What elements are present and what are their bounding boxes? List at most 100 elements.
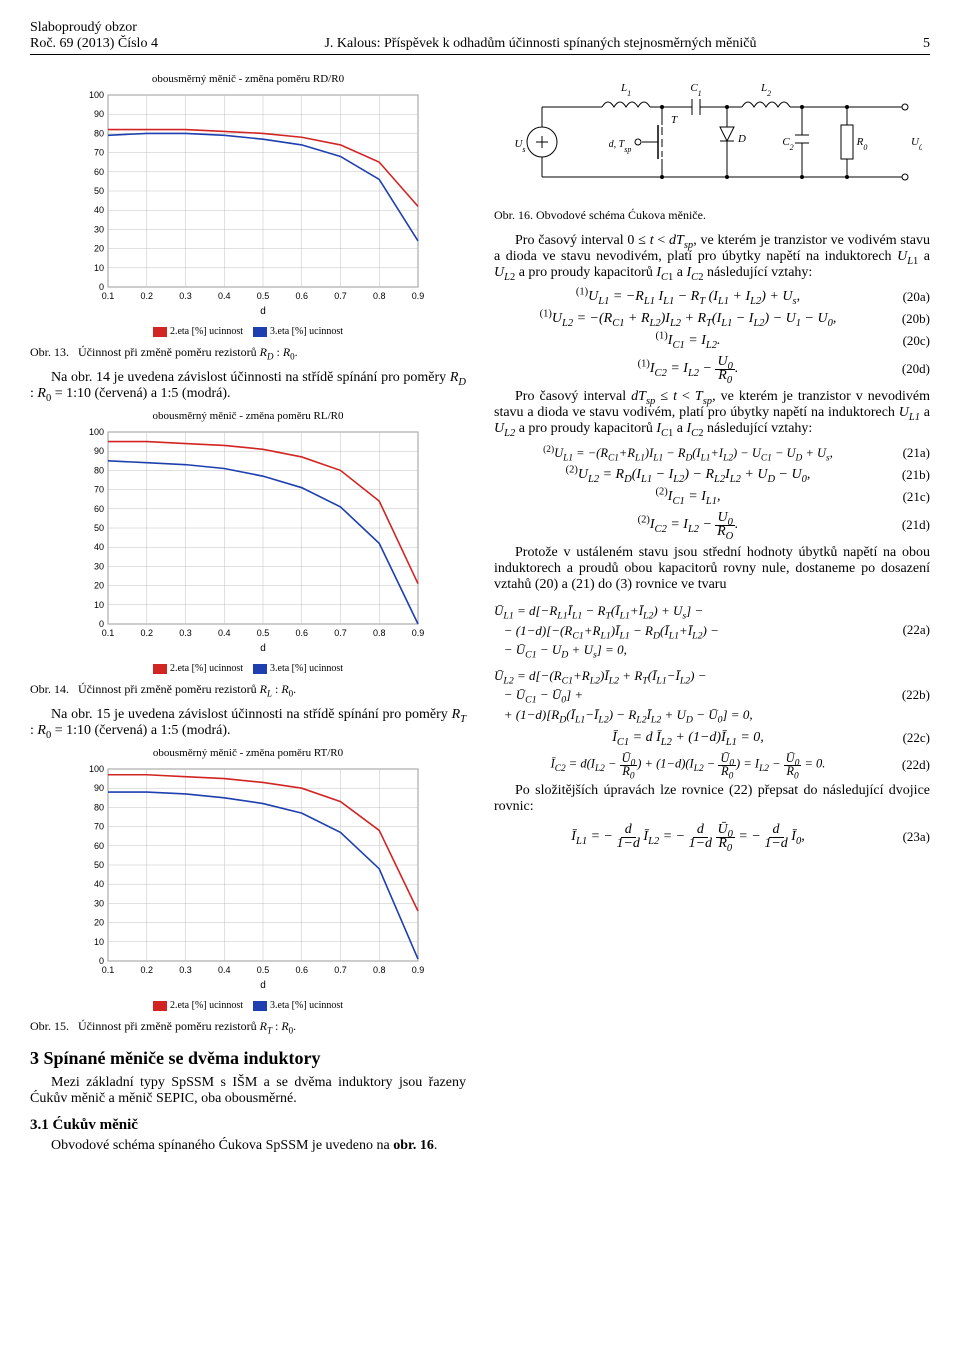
chart-13-legend-b: 3.eta [%] ucinnost [270, 326, 343, 337]
svg-text:20: 20 [94, 581, 104, 591]
chart-13-svg: 01020304050607080901000.10.20.30.40.50.6… [68, 87, 428, 317]
eq-20c-num: (20c) [882, 333, 930, 349]
section-3-1-heading: 3.1 Ćukův měnič [30, 1117, 466, 1134]
chart-15-legend: 2.eta [%] ucinnost 3.eta [%] ucinnost [30, 1000, 466, 1011]
svg-text:0.6: 0.6 [295, 965, 308, 975]
eq-22c: ĪC1 = d ĪL2 + (1−d)ĪL1 = 0, (22c) [494, 730, 930, 746]
chart-14: obousměrný měnič - změna poměru RL/R0 01… [30, 410, 466, 674]
eq-21b: (2)UL2 = RD(IL1 − IL2) − RL2IL2 + UD − U… [494, 467, 930, 483]
svg-text:U0: U0 [911, 136, 922, 152]
svg-text:L2: L2 [760, 82, 771, 98]
svg-text:d, Tsp: d, Tsp [609, 139, 632, 154]
svg-text:80: 80 [94, 802, 104, 812]
svg-text:L1: L1 [620, 82, 631, 98]
svg-text:30: 30 [94, 561, 104, 571]
svg-text:70: 70 [94, 148, 104, 158]
svg-text:0.4: 0.4 [218, 291, 231, 301]
journal-name: Slaboproudý obzor [30, 20, 930, 36]
svg-text:20: 20 [94, 244, 104, 254]
svg-text:50: 50 [94, 523, 104, 533]
svg-text:C2: C2 [782, 136, 793, 152]
section-3-intro: Mezi základní typy SpSSM s IŠM a se dvěm… [30, 1075, 466, 1107]
fig13-caption: Obr. 13. Účinnost při změně poměru rezis… [30, 345, 466, 360]
svg-text:0.6: 0.6 [295, 628, 308, 638]
eq-21d: (2)IC2 = IL2 − U0RO. (21d) [494, 511, 930, 539]
svg-text:D: D [737, 133, 746, 145]
eq-20b: (1)UL2 = −(RC1 + RL2)IL2 + RT(IL1 − IL2)… [494, 311, 930, 327]
svg-text:70: 70 [94, 485, 104, 495]
simplify-text: Po složitějších úpravách lze rovnice (22… [494, 783, 930, 815]
svg-text:50: 50 [94, 186, 104, 196]
eq-22b: ŪL2 = d[−(RC1+RL2)ĪL2 + RT(ĪL1−ĪL2) − − … [494, 666, 930, 725]
chart-14-legend-b: 3.eta [%] ucinnost [270, 663, 343, 674]
chart-13: obousměrný měnič - změna poměru RD/R0 01… [30, 73, 466, 337]
svg-text:0.8: 0.8 [373, 628, 386, 638]
left-column: obousměrný měnič - změna poměru RD/R0 01… [30, 67, 466, 1162]
svg-text:0.9: 0.9 [412, 628, 425, 638]
chart-14-legend-a: 2.eta [%] ucinnost [170, 663, 243, 674]
svg-text:0.4: 0.4 [218, 965, 231, 975]
chart-14-title: obousměrný měnič - změna poměru RL/R0 [30, 410, 466, 422]
eq-22c-num: (22c) [882, 730, 930, 746]
svg-text:0.7: 0.7 [334, 291, 347, 301]
eq-22d: ĪC2 = d(IL2 − Ū0R0) + (1−d)(IL2 − Ū0R0) … [494, 752, 930, 777]
svg-text:80: 80 [94, 465, 104, 475]
page-header: Slaboproudý obzor Roč. 69 (2013) Číslo 4… [30, 20, 930, 55]
svg-text:30: 30 [94, 898, 104, 908]
svg-text:0.9: 0.9 [412, 965, 425, 975]
svg-text:40: 40 [94, 205, 104, 215]
eq-20b-num: (20b) [882, 311, 930, 327]
svg-text:80: 80 [94, 128, 104, 138]
svg-text:30: 30 [94, 224, 104, 234]
para-after-13: Na obr. 14 je uvedena závislost účinnost… [30, 370, 466, 402]
eq-21a-num: (21a) [882, 445, 930, 461]
svg-text:100: 100 [89, 427, 104, 437]
svg-text:0.8: 0.8 [373, 291, 386, 301]
chart-14-legend: 2.eta [%] ucinnost 3.eta [%] ucinnost [30, 663, 466, 674]
chart-15-title: obousměrný měnič - změna poměru RT/R0 [30, 747, 466, 759]
para-after-14: Na obr. 15 je uvedena závislost účinnost… [30, 707, 466, 739]
eq-21b-num: (21b) [882, 467, 930, 483]
svg-text:0.5: 0.5 [257, 965, 270, 975]
chart-13-legend: 2.eta [%] ucinnost 3.eta [%] ucinnost [30, 326, 466, 337]
fig16-caption: Obr. 16. Obvodové schéma Ćukova měniče. [494, 208, 930, 223]
svg-text:0.8: 0.8 [373, 965, 386, 975]
svg-text:0.9: 0.9 [412, 291, 425, 301]
circuit-diagram: L1C1L2UsTd, TspDC2R0U0 [494, 67, 930, 202]
chart-15: obousměrný měnič - změna poměru RT/R0 01… [30, 747, 466, 1011]
issue-info: Roč. 69 (2013) Číslo 4 [30, 36, 158, 52]
fig15-caption: Obr. 15. Účinnost při změně poměru rezis… [30, 1019, 466, 1034]
svg-text:90: 90 [94, 109, 104, 119]
svg-text:40: 40 [94, 879, 104, 889]
svg-text:0.2: 0.2 [140, 291, 153, 301]
section-3-heading: 3 Spínané měniče se dvěma induktory [30, 1048, 466, 1069]
interval2-text: Pro časový interval dTsp ≤ t < Tsp, ve k… [494, 389, 930, 437]
paper-title: J. Kalous: Příspěvek k odhadům účinnosti… [324, 36, 756, 52]
svg-text:20: 20 [94, 918, 104, 928]
svg-text:R0: R0 [856, 136, 868, 152]
svg-text:0.7: 0.7 [334, 628, 347, 638]
eq-23a: ĪL1 = − d1−d ĪL2 = − d1−d Ū0R0 = − d1−d … [494, 823, 930, 851]
svg-text:Us: Us [514, 138, 525, 154]
svg-text:d: d [260, 306, 266, 317]
svg-text:0.6: 0.6 [295, 291, 308, 301]
svg-text:0.1: 0.1 [102, 628, 115, 638]
chart-14-svg: 01020304050607080901000.10.20.30.40.50.6… [68, 424, 428, 654]
svg-text:0.1: 0.1 [102, 965, 115, 975]
svg-text:0.4: 0.4 [218, 628, 231, 638]
svg-text:100: 100 [89, 764, 104, 774]
svg-text:70: 70 [94, 822, 104, 832]
eq-22b-num: (22b) [882, 687, 930, 703]
chart-15-legend-b: 3.eta [%] ucinnost [270, 1000, 343, 1011]
svg-text:100: 100 [89, 90, 104, 100]
svg-text:10: 10 [94, 263, 104, 273]
svg-text:0.5: 0.5 [257, 628, 270, 638]
eq-21c: (2)IC1 = IL1, (21c) [494, 489, 930, 505]
chart-13-legend-a: 2.eta [%] ucinnost [170, 326, 243, 337]
svg-text:90: 90 [94, 783, 104, 793]
svg-text:C1: C1 [690, 82, 701, 98]
page-number: 5 [923, 36, 930, 52]
chart-15-legend-a: 2.eta [%] ucinnost [170, 1000, 243, 1011]
svg-text:60: 60 [94, 841, 104, 851]
eq-21d-num: (21d) [882, 517, 930, 533]
